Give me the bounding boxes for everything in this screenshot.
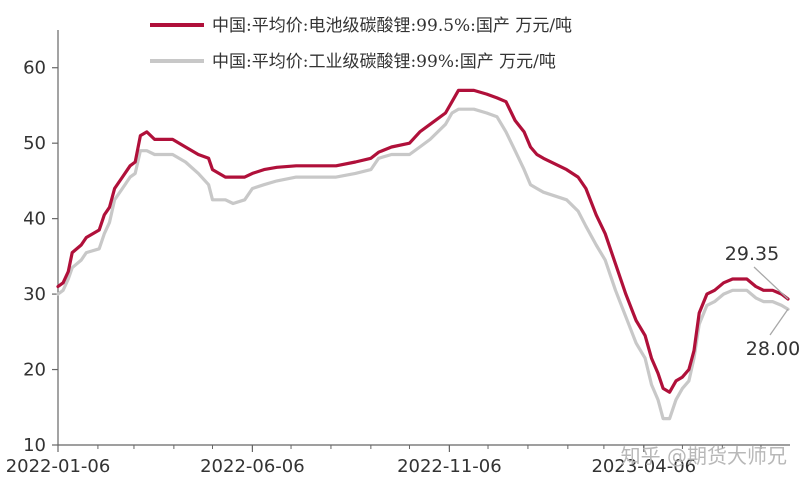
annotation-leader-28-00 bbox=[769, 308, 789, 336]
legend-label-battery-grade: 中国:平均价:电池级碳酸锂:99.5%:国产 万元/吨 bbox=[212, 16, 572, 36]
legend-item-battery-grade: 中国:平均价:电池级碳酸锂:99.5%:国产 万元/吨 bbox=[150, 16, 572, 36]
legend-item-industrial-grade: 中国:平均价:工业级碳酸锂:99%:国产 万元/吨 bbox=[150, 52, 556, 72]
series-line-industrial-grade bbox=[56, 107, 790, 421]
y-tick-label-30: 30 bbox=[23, 284, 46, 305]
annotation-label-28-00: 28.00 bbox=[746, 338, 800, 360]
x-tick-label-3: 2023-04-06 bbox=[591, 456, 696, 477]
x-tick-label-2: 2022-11-06 bbox=[397, 456, 502, 477]
y-tick-label-20: 20 bbox=[23, 360, 46, 381]
x-tick-label-0: 2022-01-06 bbox=[6, 456, 111, 477]
y-axis: 10 20 30 40 50 60 bbox=[23, 30, 59, 456]
watermark: 知乎 @期货大师兄 bbox=[621, 444, 787, 468]
annotation-leader-29-35 bbox=[753, 266, 789, 300]
x-tick-label-1: 2022-06-06 bbox=[200, 456, 305, 477]
series-line-battery-grade bbox=[56, 88, 790, 394]
annotation-layer: 29.35 28.00 bbox=[725, 243, 800, 360]
legend: 中国:平均价:电池级碳酸锂:99.5%:国产 万元/吨 中国:平均价:工业级碳酸… bbox=[150, 16, 572, 72]
y-tick-label-50: 50 bbox=[23, 133, 46, 154]
x-axis: 2022-01-06 2022-06-06 2022-11-06 2023-04-06 bbox=[6, 444, 790, 477]
series-layer bbox=[56, 88, 790, 421]
annotation-label-29-35: 29.35 bbox=[725, 243, 779, 265]
legend-label-industrial-grade: 中国:平均价:工业级碳酸锂:99%:国产 万元/吨 bbox=[212, 52, 556, 72]
y-tick-label-10: 10 bbox=[23, 435, 46, 456]
y-tick-label-40: 40 bbox=[23, 209, 46, 230]
y-tick-label-60: 60 bbox=[23, 58, 46, 79]
